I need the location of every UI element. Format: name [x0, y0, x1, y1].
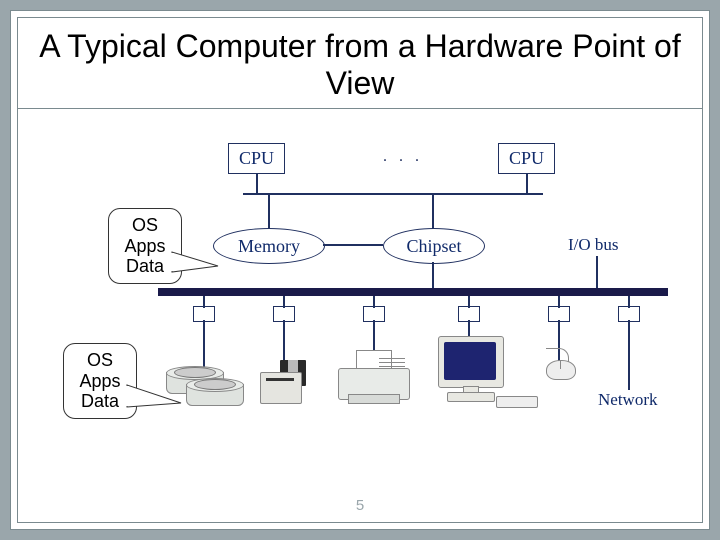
- mem-chipset-line: [323, 244, 383, 246]
- inner-frame: A Typical Computer from a Hardware Point…: [17, 17, 703, 523]
- cpu-ellipsis: . . .: [383, 148, 423, 166]
- slide-frame: A Typical Computer from a Hardware Point…: [10, 10, 710, 530]
- harddisk-icon-2: [186, 378, 242, 408]
- tapline-3: [373, 296, 375, 308]
- printer-icon: [338, 350, 408, 405]
- floppy-icon: [260, 364, 300, 402]
- io-bus-label-line: [596, 256, 598, 290]
- io-bus-bar: [158, 288, 668, 296]
- network-label: Network: [598, 390, 657, 410]
- hardware-diagram: CPU CPU . . . Memory Chipset I/O bus: [148, 138, 688, 508]
- tapline-1: [203, 296, 205, 308]
- chipset-down-line: [432, 262, 434, 290]
- tapline-2: [283, 296, 285, 308]
- devline-1: [203, 320, 205, 368]
- callout-disk-line2: Apps: [68, 371, 132, 392]
- memory-node: Memory: [213, 228, 325, 264]
- callout-disk-line1: OS: [68, 350, 132, 371]
- chipset-node: Chipset: [383, 228, 485, 264]
- title-divider: [18, 108, 702, 109]
- slide-title: A Typical Computer from a Hardware Point…: [38, 28, 682, 102]
- keyboard-icon: [496, 396, 538, 408]
- devline-6: [628, 320, 630, 390]
- cpu-left-drop: [256, 171, 258, 195]
- tapline-6: [628, 296, 630, 308]
- cpu-right: CPU: [498, 143, 555, 174]
- devline-3: [373, 320, 375, 350]
- page-number: 5: [18, 497, 702, 514]
- callout-disk-line3: Data: [68, 391, 132, 412]
- tapline-5: [558, 296, 560, 308]
- cpu-left: CPU: [228, 143, 285, 174]
- mouse-icon: [546, 360, 576, 380]
- chipset-up-line: [432, 193, 434, 231]
- tapline-4: [468, 296, 470, 308]
- cpu-bus-line: [243, 193, 543, 195]
- cpu-right-drop: [526, 171, 528, 195]
- io-bus-label: I/O bus: [568, 235, 619, 255]
- mem-up-line: [268, 193, 270, 231]
